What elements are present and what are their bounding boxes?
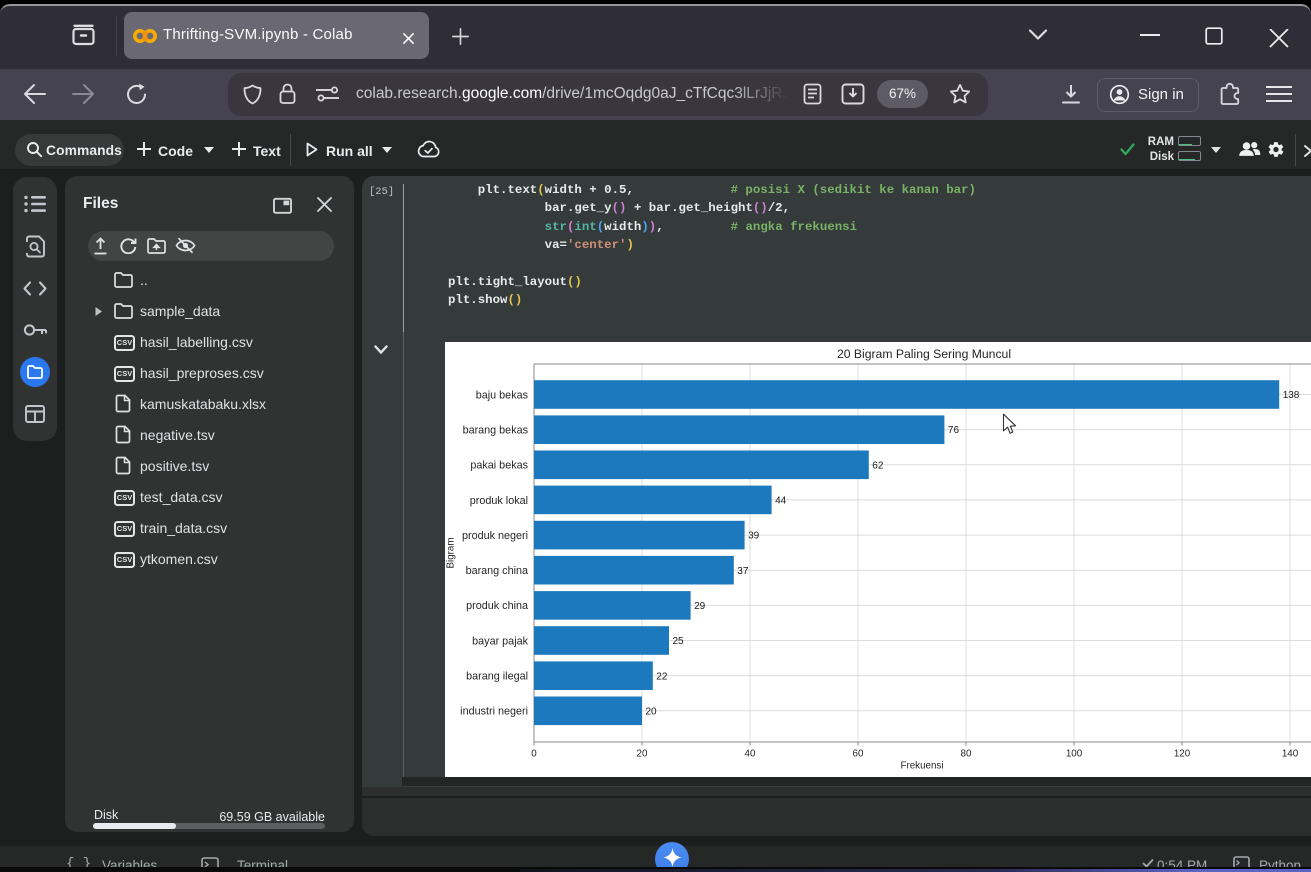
svg-text:60: 60	[853, 749, 864, 760]
svg-text:20: 20	[637, 749, 648, 760]
svg-text:20 Bigram Paling Sering Muncul: 20 Bigram Paling Sering Muncul	[837, 347, 1011, 361]
svg-text:22: 22	[656, 671, 668, 682]
svg-text:62: 62	[872, 460, 884, 471]
svg-text:44: 44	[775, 496, 787, 507]
svg-text:industri negeri: industri negeri	[460, 706, 528, 718]
svg-text:120: 120	[1174, 749, 1191, 760]
svg-text:40: 40	[745, 749, 756, 760]
svg-text:baju bekas: baju bekas	[476, 389, 529, 401]
svg-text:barang ilegal: barang ilegal	[466, 671, 528, 683]
svg-text:barang bekas: barang bekas	[463, 425, 529, 437]
svg-text:76: 76	[948, 425, 960, 436]
svg-text:25: 25	[673, 636, 685, 647]
svg-text:pakai bekas: pakai bekas	[470, 460, 528, 472]
svg-text:produk negeri: produk negeri	[462, 530, 528, 542]
svg-text:100: 100	[1066, 749, 1083, 760]
svg-text:bayar pajak: bayar pajak	[472, 635, 528, 647]
svg-text:140: 140	[1282, 749, 1299, 760]
svg-text:20: 20	[646, 706, 658, 717]
svg-text:39: 39	[748, 531, 760, 542]
svg-text:29: 29	[694, 601, 706, 612]
svg-text:produk lokal: produk lokal	[470, 495, 528, 507]
svg-text:0: 0	[531, 749, 537, 760]
svg-text:produk china: produk china	[466, 600, 528, 612]
svg-text:Frekuensi: Frekuensi	[900, 761, 943, 772]
svg-text:138: 138	[1283, 390, 1300, 401]
svg-text:barang china: barang china	[466, 565, 528, 577]
svg-text:37: 37	[737, 566, 749, 577]
svg-text:80: 80	[961, 749, 972, 760]
svg-text:Bigram: Bigram	[446, 537, 457, 568]
